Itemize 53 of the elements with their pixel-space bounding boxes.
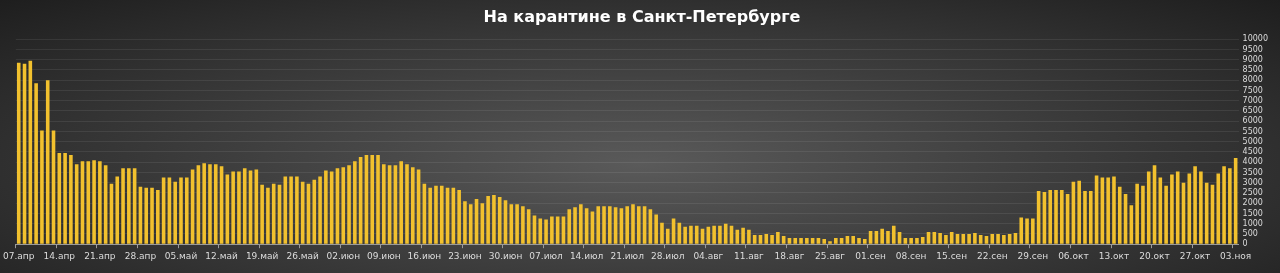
y-tick-label: 0 (1242, 239, 1248, 249)
y-tick-label: 6000 (1242, 116, 1263, 126)
x-tick-label: 05.май (164, 250, 198, 261)
chart-title: На карантине в Санкт-Петербурге (483, 6, 801, 26)
y-tick-label: 2500 (1242, 188, 1263, 198)
x-tick-label: 25.авг (815, 250, 846, 261)
x-tick-label: 15.сен (936, 250, 968, 261)
x-tick-label: 07.апр (3, 250, 35, 261)
x-tick-label: 03.ноя (1220, 250, 1252, 261)
y-tick-label: 1500 (1242, 208, 1263, 218)
x-tick-label: 18.авг (774, 250, 805, 261)
x-tick-label: 22.сен (976, 250, 1008, 261)
x-tick-label: 02.июн (326, 250, 361, 261)
y-tick-label: 4000 (1242, 157, 1263, 167)
y-tick-label: 3000 (1242, 177, 1263, 187)
x-tick-label: 28.апр (124, 250, 157, 261)
x-tick-label: 14.апр (43, 250, 76, 261)
y-tick-label: 9500 (1242, 44, 1263, 54)
x-tick-label: 19.май (245, 250, 279, 261)
y-tick-label: 2000 (1242, 198, 1263, 208)
x-tick-label: 26.май (286, 250, 320, 261)
x-tick-label: 16.июн (407, 250, 442, 261)
x-tick-label: 01.сен (855, 250, 887, 261)
x-tick-label: 30.июн (488, 250, 523, 261)
y-tick-label: 5500 (1242, 126, 1263, 136)
y-tick-label: 8500 (1242, 65, 1263, 75)
y-tick-label: 10000 (1242, 34, 1268, 44)
x-tick-label: 06.окт (1058, 250, 1089, 261)
y-tick-label: 7000 (1242, 95, 1263, 105)
x-tick-label: 12.май (205, 250, 238, 261)
x-tick-label: 07.июл (529, 250, 563, 261)
x-tick-label: 08.сен (895, 250, 927, 261)
x-tick-label: 20.окт (1139, 250, 1170, 261)
x-tick-label: 13.окт (1098, 250, 1130, 261)
x-tick-label: 21.апр (84, 250, 116, 261)
y-tick-label: 5000 (1242, 136, 1263, 146)
x-tick-label: 04.авг (693, 250, 724, 261)
y-tick-label: 500 (1242, 229, 1258, 239)
x-tick-label: 29.сен (1017, 250, 1049, 261)
x-tick-label: 27.окт (1179, 250, 1211, 261)
x-tick-label: 14.июл (569, 250, 604, 261)
x-tick-label: 21.июл (610, 250, 644, 261)
y-tick-label: 7500 (1242, 85, 1263, 95)
y-tick-label: 3500 (1242, 167, 1263, 177)
y-tick-label: 8000 (1242, 75, 1263, 85)
y-tick-label: 9000 (1242, 54, 1263, 64)
x-tick-label: 09.июн (367, 250, 401, 261)
x-tick-label: 28.июл (651, 250, 685, 261)
x-tick-label: 11.авг (733, 250, 765, 261)
y-tick-label: 4500 (1242, 147, 1263, 157)
y-tick-label: 6500 (1242, 106, 1263, 116)
x-tick-label: 23.июн (448, 250, 482, 261)
y-tick-label: 1000 (1242, 218, 1263, 228)
